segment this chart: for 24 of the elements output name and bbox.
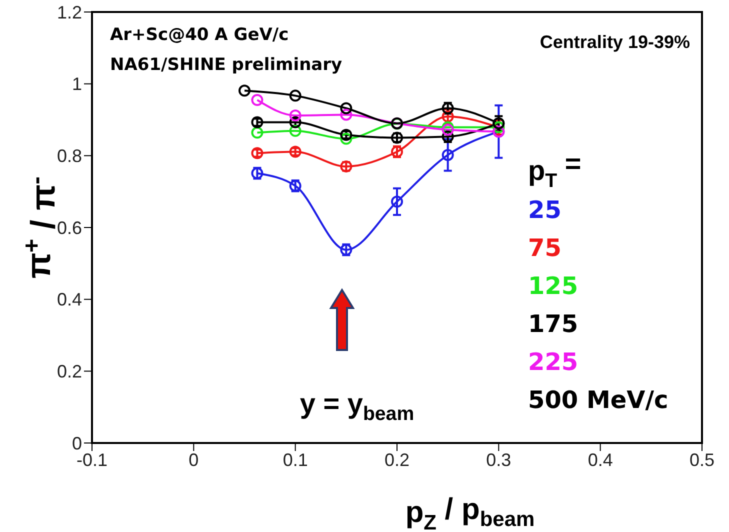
text: 75	[528, 234, 562, 262]
y-tick-label: 1.2	[56, 2, 82, 22]
text: 225	[528, 348, 578, 376]
x-tick-label: 0.3	[486, 450, 512, 470]
annotation: Ar+Sc@40 A GeV/c	[110, 25, 289, 45]
x-tick-label: 0	[188, 450, 199, 470]
text: 25	[528, 196, 562, 224]
y-tick-label: 0.4	[56, 290, 82, 310]
y-tick-label: 0.6	[56, 218, 82, 238]
text: 125	[528, 272, 578, 300]
y-tick-label: 0.8	[56, 146, 82, 166]
annotation: Centrality 19-39%	[540, 32, 690, 52]
annotation: NA61/SHINE preliminary	[110, 55, 342, 75]
x-tick-label: 0.5	[689, 450, 715, 470]
legend-title: p$_{T}$ =	[528, 148, 582, 192]
x-tick-label: 0.4	[588, 450, 613, 470]
x-tick-label: 0.2	[384, 450, 410, 470]
text: 175	[528, 310, 578, 338]
annotation: y = y$_{beam}$	[300, 388, 414, 425]
x-axis-title: p$_{Z}$ / p$_{beam}$	[405, 492, 535, 532]
x-tick-label: 0.1	[282, 450, 308, 470]
y-tick-label: 0.2	[56, 362, 82, 382]
y-tick-label: 1	[72, 74, 82, 94]
text: 500 MeV/c	[528, 386, 668, 414]
